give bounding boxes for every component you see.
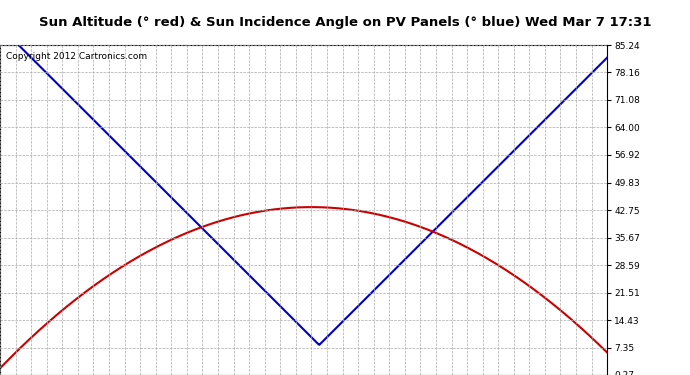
Text: Sun Altitude (° red) & Sun Incidence Angle on PV Panels (° blue) Wed Mar 7 17:31: Sun Altitude (° red) & Sun Incidence Ang…	[39, 16, 651, 29]
Text: Copyright 2012 Cartronics.com: Copyright 2012 Cartronics.com	[6, 52, 147, 61]
